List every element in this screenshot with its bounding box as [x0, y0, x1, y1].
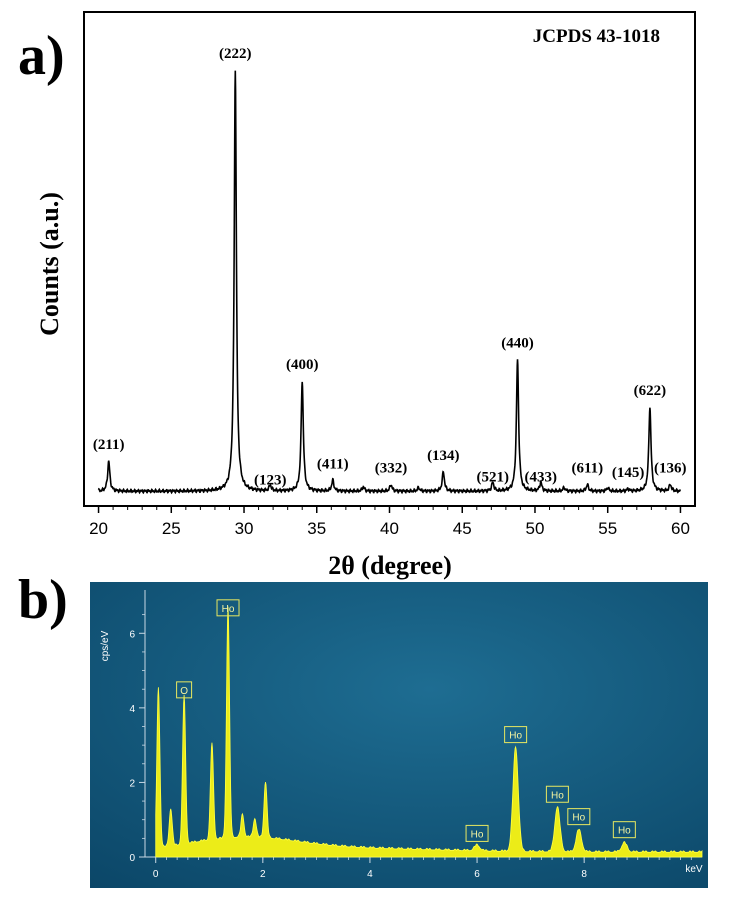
panel-label-b: b) [18, 569, 68, 631]
eds-element-labels: O Ho Ho Ho Ho Ho Ho [176, 599, 636, 842]
xrd-peak-label: (521) [477, 469, 510, 485]
xrd-peak-label: (211) [93, 437, 125, 453]
xrd-peak-label: (134) [427, 448, 460, 464]
xrd-x-tick-label-5: 45 [453, 519, 472, 538]
eds-element-label: Ho [551, 790, 564, 801]
xrd-peak-label: (440) [501, 335, 534, 351]
eds-background [90, 582, 708, 888]
eds-element-label-box [612, 821, 636, 839]
eds-y-tick-label-3: 6 [129, 629, 135, 640]
eds-element-label: Ho [618, 826, 631, 837]
eds-x-tick-label-2: 4 [367, 869, 373, 880]
xrd-x-tick-label-3: 35 [307, 519, 326, 538]
xrd-peak-label: (622) [634, 383, 667, 399]
eds-element-label-box [176, 681, 193, 699]
xrd-peak-label: (433) [525, 469, 558, 485]
xrd-peak-label: (411) [317, 456, 349, 472]
eds-element-label-box [545, 785, 569, 803]
eds-y-axis-label: cps/eV [100, 630, 111, 661]
xrd-x-ticks: 20 25 30 35 40 45 50 55 60 [89, 506, 690, 538]
eds-element-label-box [216, 599, 240, 617]
eds-element-label-box [567, 808, 591, 826]
xrd-peak-label: (123) [254, 472, 287, 488]
xrd-x-tick-label-4: 40 [380, 519, 399, 538]
xrd-peak-label: (332) [375, 461, 408, 477]
eds-element-label: Ho [471, 829, 484, 840]
jcpds-annotation: JCPDS 43-1018 [533, 26, 660, 47]
eds-chart: 0 2 4 6 8 0 2 4 6 O Ho Ho Ho Ho Ho Ho cps/eV keV [90, 582, 708, 888]
eds-element-label-box [504, 726, 528, 744]
xrd-plot-frame [83, 11, 696, 507]
eds-x-axis-label: keV [685, 864, 703, 875]
panel-label-a: a) [18, 25, 65, 87]
eds-x-tick-label-3: 6 [474, 869, 480, 880]
xrd-peak-labels: (211) (222) (123) (400) (411) (332) (134) (521)… [93, 46, 687, 488]
xrd-x-tick-label-7: 55 [598, 519, 617, 538]
xrd-peak-label: (400) [286, 357, 319, 373]
eds-y-tick-label-1: 2 [129, 778, 135, 789]
xrd-peak-label: (145) [612, 465, 645, 481]
eds-element-label: Ho [222, 604, 235, 615]
xrd-x-tick-label-2: 30 [235, 519, 254, 538]
xrd-x-axis-label: 2θ (degree) [328, 551, 452, 580]
xrd-pattern-line [97, 70, 682, 495]
xrd-x-tick-label-8: 60 [671, 519, 690, 538]
eds-spectrum-area [155, 606, 703, 858]
xrd-peak-label: (136) [654, 461, 687, 477]
eds-ticks: 0 2 4 6 8 0 2 4 6 [129, 614, 692, 880]
eds-x-tick-label-1: 2 [260, 869, 266, 880]
xrd-peak-label: (222) [219, 46, 252, 62]
eds-element-label: Ho [509, 731, 522, 742]
xrd-x-tick-label-0: 20 [89, 519, 108, 538]
eds-x-tick-label-4: 8 [581, 869, 587, 880]
eds-y-tick-label-0: 0 [129, 853, 135, 864]
eds-x-tick-label-0: 0 [153, 869, 159, 880]
xrd-y-axis-label: Counts (a.u.) [35, 192, 64, 336]
xrd-x-tick-label-1: 25 [162, 519, 181, 538]
eds-element-label: O [180, 686, 188, 697]
eds-element-label-box [465, 824, 489, 842]
xrd-x-tick-label-6: 50 [526, 519, 545, 538]
xrd-chart: 20 25 30 35 40 45 50 55 60 (211)(222)(123)(400)(… [35, 11, 696, 580]
eds-element-label: Ho [572, 813, 585, 824]
eds-y-tick-label-2: 4 [129, 704, 135, 715]
xrd-peak-label: (611) [572, 461, 604, 477]
